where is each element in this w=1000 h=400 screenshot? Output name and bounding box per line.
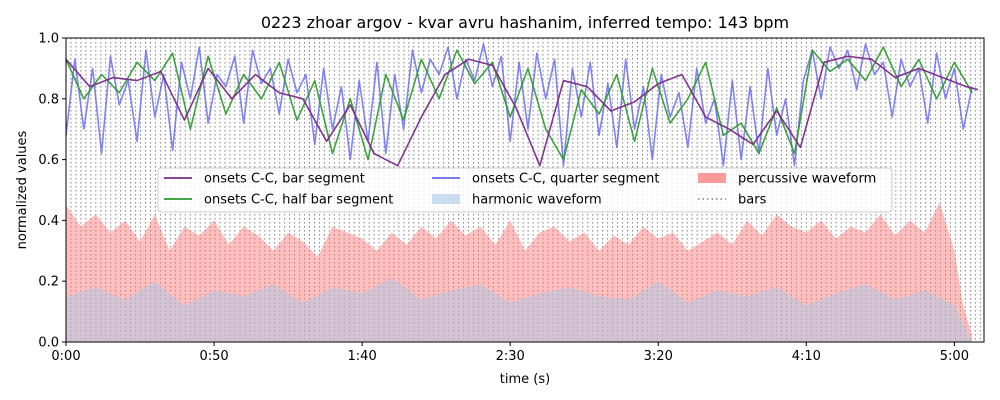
- x-tick-label: 4:10: [792, 349, 821, 364]
- x-axis: 0:00 0:50 1:40 2:30 3:20 4:10 5:00: [51, 342, 969, 364]
- legend-label: bars: [738, 193, 767, 208]
- legend-percussive-waveform: percussive waveform: [698, 172, 876, 187]
- x-tick-label: 3:20: [644, 349, 673, 364]
- legend-label: percussive waveform: [738, 172, 876, 187]
- legend-half-bar-segment: onsets C-C, half bar segment: [164, 193, 393, 208]
- legend-label: onsets C-C, quarter segment: [472, 172, 659, 187]
- legend-harmonic-waveform: harmonic waveform: [432, 193, 602, 208]
- legend-swatch: [432, 194, 460, 204]
- x-tick-label: 2:30: [496, 349, 525, 364]
- waveform-fills: [66, 202, 973, 342]
- x-tick-label: 1:40: [348, 349, 377, 364]
- half-bar-segment-line: [65, 46, 973, 161]
- x-tick-label: 0:50: [199, 349, 228, 364]
- y-tick-label: 0.6: [38, 153, 59, 168]
- x-tick-label: 0:00: [51, 349, 80, 364]
- x-tick-label: 5:00: [940, 349, 969, 364]
- y-axis: 0.0 0.2 0.4 0.6 0.8 1.0: [38, 32, 66, 351]
- onset-lines: [65, 43, 979, 167]
- y-tick-label: 0.0: [38, 336, 59, 351]
- y-tick-label: 0.2: [38, 275, 59, 290]
- legend-label: harmonic waveform: [472, 193, 602, 208]
- x-axis-label: time (s): [500, 372, 550, 387]
- legend-label: onsets C-C, bar segment: [204, 172, 365, 187]
- harmonic-waveform: [66, 278, 973, 342]
- bar-segment-line: [65, 55, 979, 167]
- legend: onsets C-C, bar segment onsets C-C, quart…: [157, 167, 893, 213]
- legend-bar-segment: onsets C-C, bar segment: [164, 172, 365, 187]
- quarter-segment-line: [65, 43, 973, 167]
- legend-label: onsets C-C, half bar segment: [204, 193, 393, 208]
- y-axis-label: normalized values: [15, 130, 30, 249]
- y-tick-label: 1.0: [38, 32, 59, 47]
- legend-bars: bars: [698, 193, 767, 208]
- y-tick-label: 0.8: [38, 92, 59, 107]
- legend-quarter-segment: onsets C-C, quarter segment: [432, 172, 659, 187]
- plot-frame: [65, 37, 985, 343]
- chart-title: 0223 zhoar argov - kvar avru hashanim, i…: [261, 13, 789, 32]
- legend-swatch: [698, 173, 726, 183]
- y-tick-label: 0.4: [38, 214, 59, 229]
